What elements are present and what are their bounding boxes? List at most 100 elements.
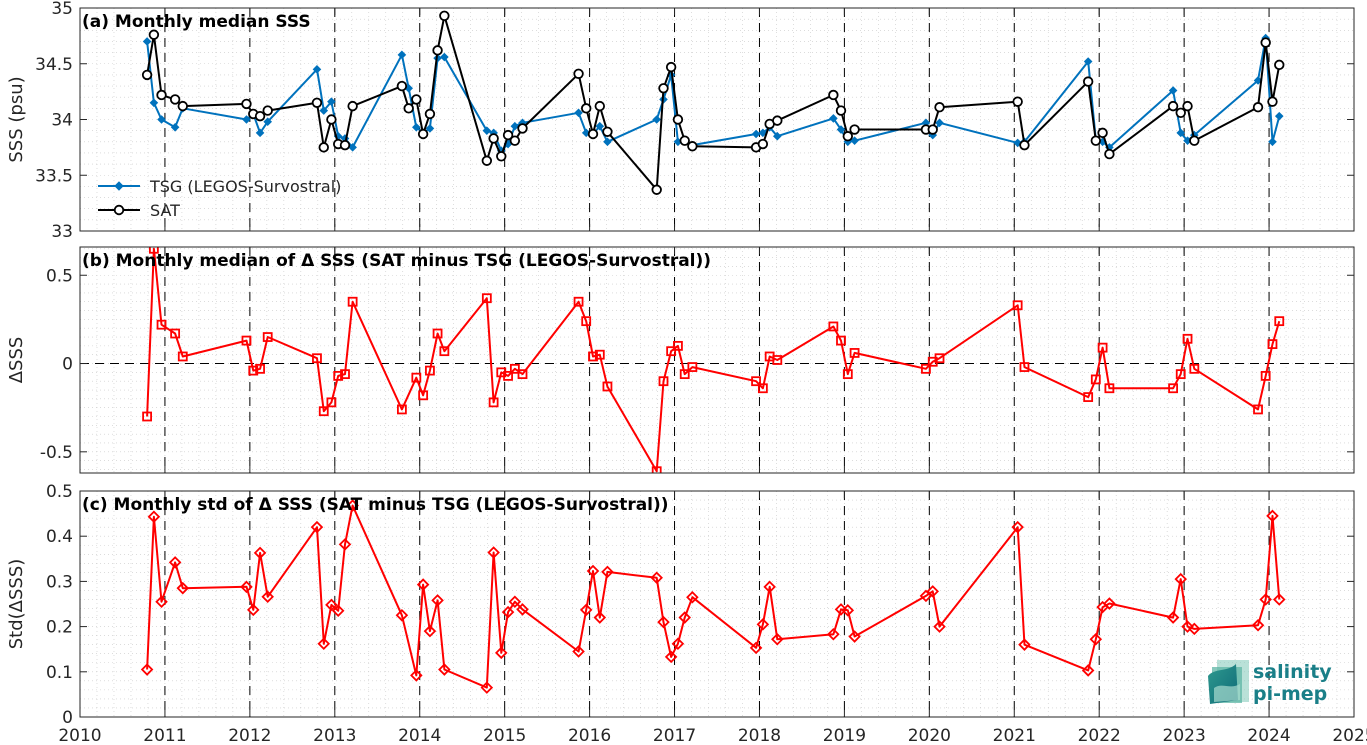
data-point-31 (595, 121, 605, 131)
data-point-44 (841, 604, 855, 617)
data-point-34 (658, 83, 669, 94)
x-tick-label: 2010 (58, 726, 101, 745)
data-point-50 (1018, 638, 1031, 651)
y-tick-label: 0.4 (46, 527, 73, 547)
data-point-26 (516, 603, 529, 616)
salinity-pi-mep-logo: salinity pi-mep (1208, 660, 1332, 705)
data-point-21 (480, 681, 494, 694)
data-point-58 (1188, 622, 1201, 636)
data-point-33 (652, 115, 662, 124)
data-point-30 (593, 611, 607, 624)
data-point-52 (1090, 374, 1101, 385)
data-point-38 (687, 141, 698, 152)
panel-a: 33 33.5 34 34.5 35 SSS (psu) (a) Monthly media… (6, 0, 1355, 242)
logo-line-2: pi-mep (1253, 683, 1327, 705)
data-point-8 (262, 105, 273, 116)
data-point-21 (481, 293, 492, 304)
y-tick-label: 33 (51, 222, 73, 242)
data-point-45 (848, 630, 861, 643)
data-point-7 (254, 110, 266, 122)
panels: 33 33.5 34 34.5 35 SSS (psu) (a) Monthly media… (6, 0, 1367, 745)
data-point-32 (603, 137, 612, 147)
y-tick-label: -0.5 (40, 443, 73, 463)
x-tick-label: 2025 (1332, 726, 1367, 745)
data-point-49 (1012, 300, 1023, 311)
data-point-42 (772, 115, 783, 126)
data-point-55 (1166, 611, 1180, 624)
series-line (146, 247, 1281, 473)
data-point-26 (509, 135, 521, 146)
data-point-19 (431, 594, 444, 607)
data-point-3 (168, 556, 182, 569)
data-point-20 (432, 45, 443, 56)
data-point-4 (177, 351, 188, 362)
data-point-55 (1168, 383, 1178, 394)
data-point-5 (241, 98, 252, 110)
data-point-44 (835, 105, 847, 116)
data-point-22 (482, 126, 492, 135)
y-axis-label: Std(ΔSSS) (6, 559, 27, 650)
data-point-0 (140, 663, 154, 676)
data-point-57 (1175, 107, 1186, 119)
data-point-5 (242, 115, 251, 124)
data-point-18 (423, 624, 437, 638)
data-point-16 (403, 103, 414, 114)
data-point-11 (325, 598, 338, 612)
data-point-27 (572, 645, 585, 658)
data-point-13 (339, 139, 351, 151)
legend-entry: SAT (150, 201, 180, 220)
data-point-22 (487, 546, 500, 559)
panel-c: 2010 2011 2012 2013 2014 2015 2016 2017 2018 2019… (6, 482, 1367, 745)
x-tick-label: 2011 (143, 726, 186, 745)
data-point-48 (927, 124, 938, 135)
y-axis-label: SSS (psu) (6, 76, 27, 162)
data-point-20 (438, 663, 451, 676)
data-point-25 (508, 595, 522, 609)
data-point-1 (148, 247, 159, 254)
data-point-42 (828, 321, 839, 332)
data-point-35 (671, 637, 685, 651)
data-point-23 (488, 133, 499, 144)
x-tick-label: 2024 (1247, 726, 1290, 745)
data-point-40 (757, 138, 769, 150)
y-tick-label: 34.5 (35, 55, 73, 75)
data-point-32 (650, 571, 663, 585)
data-point-1 (148, 29, 160, 40)
y-tick-label: 0.3 (46, 572, 73, 592)
data-point-21 (440, 52, 449, 62)
data-point-22 (481, 155, 493, 166)
y-axis-label: ΔSSS (6, 337, 27, 384)
data-point-46 (850, 136, 859, 145)
data-point-0 (142, 411, 152, 422)
data-point-46 (921, 363, 931, 374)
data-point-16 (410, 669, 423, 682)
data-point-11 (326, 114, 337, 125)
data-point-29 (581, 103, 592, 114)
data-point-10 (318, 406, 329, 417)
data-point-14 (347, 296, 358, 307)
data-point-9 (310, 520, 324, 534)
data-point-26 (517, 369, 528, 380)
data-point-55 (1104, 148, 1115, 160)
data-point-56 (1174, 572, 1188, 586)
data-point-2 (156, 89, 167, 101)
data-point-19 (424, 108, 436, 120)
data-point-7 (255, 128, 265, 138)
x-tick-label: 2017 (653, 726, 696, 745)
data-point-6 (248, 365, 259, 376)
data-point-52 (1082, 76, 1094, 87)
data-point-3 (169, 94, 181, 105)
data-point-37 (687, 362, 698, 372)
data-point-4 (177, 100, 188, 112)
data-point-62 (1268, 137, 1277, 147)
data-point-31 (594, 100, 605, 112)
data-point-17 (411, 94, 422, 105)
x-tick-label: 2022 (1078, 726, 1121, 745)
data-point-7 (255, 363, 265, 374)
data-point-3 (170, 122, 180, 132)
logo-emblem-icon (1208, 660, 1249, 704)
x-tick-label: 2019 (823, 726, 866, 745)
legend-marker (113, 204, 125, 216)
data-point-51 (1083, 392, 1094, 402)
x-tick-label: 2012 (228, 726, 271, 745)
